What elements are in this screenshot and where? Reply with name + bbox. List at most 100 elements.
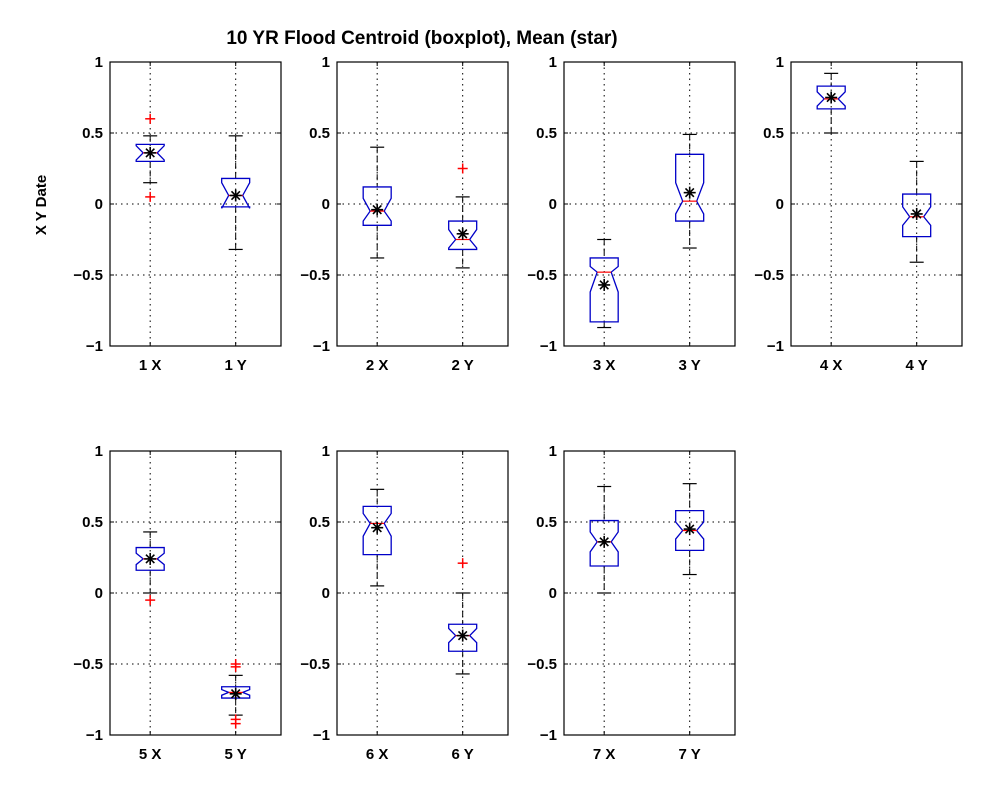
y-tick-label: 0.5 — [536, 125, 557, 142]
notched-box — [448, 623, 478, 652]
notched-box — [589, 257, 619, 323]
outlier-marker — [230, 661, 241, 672]
notched-box — [448, 220, 478, 251]
mean-star — [598, 535, 611, 548]
y-tick-label: 0.5 — [82, 514, 103, 531]
y-tick-label: 1 — [95, 54, 103, 71]
notched-box — [675, 509, 705, 552]
box-5-x — [135, 531, 165, 606]
x-tick-label: 7 Y — [679, 746, 701, 763]
mean-star — [825, 91, 838, 104]
box-1-x — [135, 113, 165, 202]
box-7-x — [589, 485, 619, 594]
mean-star — [229, 687, 242, 700]
x-tick-label: 7 X — [593, 746, 616, 763]
x-tick-label: 1 Y — [225, 357, 247, 374]
panel-4: 1 0.5 0 −0.5 −1 4 X 4 Y — [754, 54, 963, 374]
mean-star — [456, 227, 469, 240]
panel-5: 1 0.5 0 −0.5 −1 5 X 5 Y — [73, 443, 282, 763]
y-tick-label: 0 — [95, 585, 103, 602]
notched-box — [221, 686, 251, 699]
y-tick-label: 1 — [322, 443, 330, 460]
y-tick-label: 1 — [95, 443, 103, 460]
y-tick-label: 0.5 — [763, 125, 784, 142]
panel-2: 1 0.5 0 −0.5 −1 2 X 2 Y — [300, 54, 509, 374]
box-3-x — [589, 238, 619, 329]
notched-box — [902, 193, 932, 238]
notched-box — [675, 153, 705, 222]
mean-star — [910, 207, 923, 220]
mean-star — [371, 203, 384, 216]
outlier-marker — [457, 163, 468, 174]
box-2-y — [448, 163, 478, 269]
y-tick-label: −0.5 — [300, 656, 330, 673]
x-tick-label: 2 X — [366, 357, 389, 374]
y-tick-label: −1 — [86, 727, 103, 744]
x-tick-label: 6 Y — [452, 746, 474, 763]
y-tick-label: 0 — [549, 585, 557, 602]
y-tick-label: 0 — [322, 585, 330, 602]
y-tick-label: −1 — [540, 338, 557, 355]
panel-frame — [336, 61, 509, 347]
panel-frame — [790, 61, 963, 347]
y-axis-label: X Y Date — [33, 175, 50, 235]
box-1-y — [221, 135, 251, 251]
x-tick-label: 2 Y — [452, 357, 474, 374]
box-3-y — [675, 133, 705, 249]
box-7-y — [675, 483, 705, 576]
notched-box — [221, 177, 251, 209]
y-tick-label: −1 — [313, 338, 330, 355]
notched-box — [135, 143, 165, 163]
panel-3: 1 0.5 0 −0.5 −1 3 X 3 Y — [527, 54, 736, 374]
y-tick-label: −0.5 — [73, 267, 103, 284]
panel-7: 1 0.5 0 −0.5 −1 7 X 7 Y — [527, 443, 736, 763]
y-tick-label: −0.5 — [527, 267, 557, 284]
y-tick-label: −1 — [313, 727, 330, 744]
box-6-y — [448, 558, 478, 675]
panel-frame — [109, 61, 282, 347]
y-tick-label: 0 — [95, 196, 103, 213]
y-tick-label: −0.5 — [754, 267, 784, 284]
x-tick-label: 3 Y — [679, 357, 701, 374]
outlier-marker — [145, 191, 156, 202]
panel-frame — [563, 450, 736, 736]
panels-group: 1 0.5 0 −0.5 −1 1 X 1 Y 1 0.5 0 −0.5 −1 2 X 2 Y 1 0.5 0 −… — [73, 54, 963, 763]
y-tick-label: −1 — [540, 727, 557, 744]
outlier-marker — [457, 558, 468, 569]
panel-6: 1 0.5 0 −0.5 −1 6 X 6 Y — [300, 443, 509, 763]
box-4-x — [816, 72, 846, 134]
box-5-y — [221, 659, 251, 729]
box-6-x — [362, 488, 392, 587]
panel-frame — [109, 450, 282, 736]
y-tick-label: −0.5 — [527, 656, 557, 673]
notched-box — [362, 186, 392, 226]
notched-box — [816, 85, 846, 110]
x-tick-label: 4 Y — [906, 357, 928, 374]
y-tick-label: 0 — [776, 196, 784, 213]
x-tick-label: 6 X — [366, 746, 389, 763]
box-2-x — [362, 146, 392, 259]
x-tick-label: 1 X — [139, 357, 162, 374]
x-tick-label: 4 X — [820, 357, 843, 374]
chart-title: 10 YR Flood Centroid (boxplot), Mean (st… — [226, 28, 617, 49]
y-tick-label: −0.5 — [73, 656, 103, 673]
mean-star — [598, 278, 611, 291]
mean-star — [683, 523, 696, 536]
mean-star — [144, 146, 157, 159]
y-tick-label: −1 — [86, 338, 103, 355]
y-tick-label: 0 — [549, 196, 557, 213]
notched-box — [362, 505, 392, 556]
mean-star — [456, 629, 469, 642]
y-tick-label: 0 — [322, 196, 330, 213]
panel-1: 1 0.5 0 −0.5 −1 1 X 1 Y — [73, 54, 282, 374]
y-tick-label: 0.5 — [309, 125, 330, 142]
outlier-marker — [230, 718, 241, 729]
y-tick-label: 1 — [776, 54, 784, 71]
y-tick-label: 0.5 — [309, 514, 330, 531]
mean-star — [371, 521, 384, 534]
y-tick-label: 1 — [549, 54, 557, 71]
x-tick-label: 5 X — [139, 746, 162, 763]
notched-box — [135, 546, 165, 571]
y-tick-label: 1 — [549, 443, 557, 460]
